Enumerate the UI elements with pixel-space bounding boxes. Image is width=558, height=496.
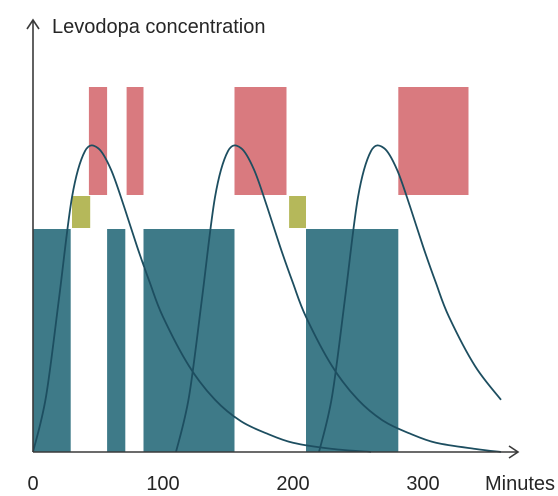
- lower-band-3: [143, 229, 235, 452]
- x-tick-labels: 0 100 200 300: [27, 473, 439, 495]
- upper-band-2: [126, 87, 144, 195]
- upper-band-4: [398, 87, 469, 195]
- y-axis-arrow-icon: [26, 18, 40, 30]
- x-tick-label-4: 300: [406, 473, 439, 495]
- lower-band-4: [306, 229, 399, 452]
- x-tick-label-2: 100: [146, 473, 179, 495]
- concentration-curve-1: [32, 144, 372, 453]
- middle-band-2: [289, 196, 306, 228]
- upper-band-1: [88, 87, 108, 195]
- axes-layer: [26, 18, 520, 459]
- x-axis-label: Minutes: [485, 473, 555, 495]
- lower-band-1: [33, 229, 71, 452]
- upper-band-3: [234, 87, 287, 195]
- bands-layer: [33, 87, 469, 452]
- middle-band-1: [72, 196, 91, 228]
- concentration-curve-3: [318, 144, 502, 453]
- labels-layer: Levodopa concentration Minutes: [52, 16, 555, 495]
- x-tick-label-3: 200: [276, 473, 309, 495]
- concentration-curve-2: [175, 144, 502, 453]
- x-tick-label-1: 0: [27, 473, 38, 495]
- x-axis-arrow-icon: [508, 445, 520, 459]
- curves-layer: [32, 144, 502, 453]
- y-axis-label: Levodopa concentration: [52, 16, 266, 38]
- lower-band-2: [107, 229, 126, 452]
